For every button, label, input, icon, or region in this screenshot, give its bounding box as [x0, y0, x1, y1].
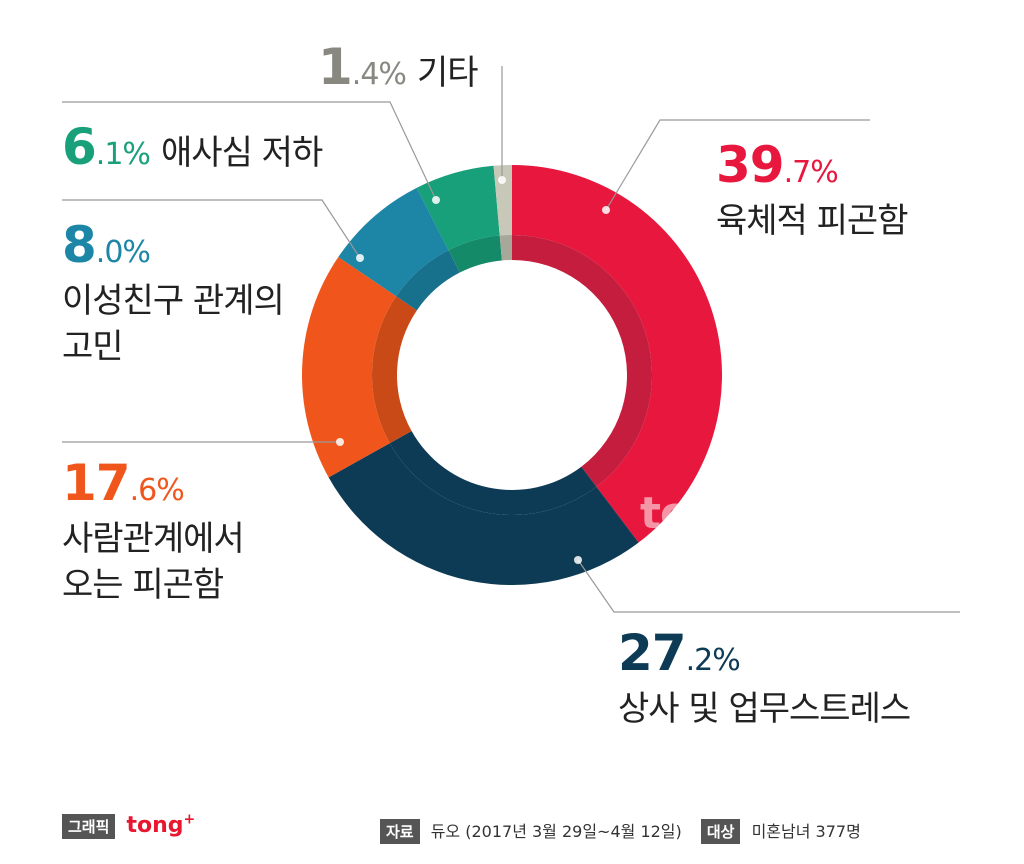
slice-inner-relationship-fatigue — [371, 296, 417, 444]
label-partner-worries: 8.0% 이성친구 관계의 고민 — [62, 216, 285, 370]
leader-dot-other — [498, 176, 506, 184]
watermark-logo: tong+ — [640, 488, 772, 539]
label-physical-fatigue: 39.7% 육체적 피곤함 — [716, 140, 908, 244]
leader-dot-boss-work-stress — [574, 556, 582, 564]
target-tag: 대상 — [700, 819, 741, 844]
slice-inner-loyalty-decline — [448, 235, 502, 273]
source-tag: 자료 — [380, 819, 420, 844]
cat-relationship-fatigue-line1: 사람관계에서 — [62, 519, 245, 559]
leader-line-loyalty-decline — [62, 101, 437, 201]
slice-inner-partner-worries — [396, 250, 460, 311]
label-relationship-fatigue: 17.6% 사람관계에서 오는 피곤함 — [62, 454, 245, 608]
footer-credit: 그래픽 tong+ — [62, 812, 196, 840]
label-other: 1.4% 기타 — [318, 38, 479, 96]
pct-relationship-fatigue: 17.6% — [62, 454, 185, 512]
leader-line-partner-worries — [62, 199, 361, 259]
leader-dot-relationship-fatigue — [336, 438, 344, 446]
brand-logo: tong+ — [126, 812, 196, 839]
leader-line-boss-work-stress — [577, 559, 960, 613]
pct-physical-fatigue: 39.7% — [716, 136, 839, 194]
slice-other — [493, 165, 512, 236]
slice-boss-work-stress — [328, 443, 639, 585]
cat-boss-work-stress: 상사 및 업무스트레스 — [618, 689, 911, 729]
target-text: 미혼남녀 377명 — [751, 822, 861, 841]
cat-other: 기타 — [417, 53, 479, 93]
cat-partner-worries-line2: 고민 — [62, 327, 124, 367]
cat-loyalty-decline: 애사심 저하 — [161, 133, 323, 173]
slice-physical-fatigue — [512, 165, 722, 543]
cat-partner-worries-line1: 이성친구 관계의 — [62, 281, 285, 321]
slice-inner-other — [499, 235, 512, 261]
slice-inner-boss-work-stress — [389, 431, 597, 515]
slice-relationship-fatigue — [302, 256, 397, 478]
footer-source: 자료 듀오 (2017년 3월 29일~4월 12일) 대상 미혼남녀 377명 — [380, 818, 861, 844]
label-boss-work-stress: 27.2% 상사 및 업무스트레스 — [618, 624, 911, 732]
label-loyalty-decline: 6.1% 애사심 저하 — [62, 118, 323, 176]
source-text: 듀오 (2017년 3월 29일~4월 12일) — [430, 822, 682, 841]
pct-partner-worries: 8.0% — [62, 216, 151, 274]
cat-relationship-fatigue-line2: 오는 피곤함 — [62, 565, 224, 605]
pct-other: 1.4% — [318, 38, 407, 96]
slice-loyalty-decline — [416, 165, 500, 251]
graphic-tag: 그래픽 — [62, 814, 116, 840]
cat-physical-fatigue: 육체적 피곤함 — [716, 201, 908, 241]
leader-dot-partner-worries — [356, 254, 364, 262]
pct-loyalty-decline: 6.1% — [62, 118, 151, 176]
pct-boss-work-stress: 27.2% — [618, 624, 741, 682]
leader-dot-loyalty-decline — [432, 196, 440, 204]
leader-line-physical-fatigue — [605, 119, 870, 211]
slice-inner-physical-fatigue — [512, 235, 652, 487]
leader-dot-physical-fatigue — [602, 206, 610, 214]
slice-partner-worries — [338, 187, 449, 297]
